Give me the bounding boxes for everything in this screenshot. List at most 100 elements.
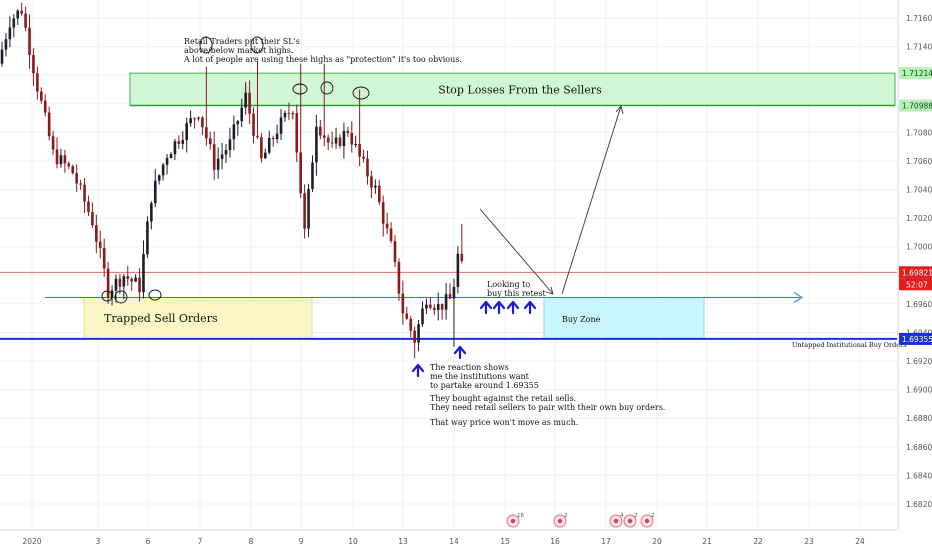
- candle-body[interactable]: [429, 304, 432, 308]
- candle-body[interactable]: [283, 112, 287, 118]
- candle-body[interactable]: [405, 313, 409, 319]
- candle-body[interactable]: [240, 107, 244, 122]
- candle-body[interactable]: [220, 154, 224, 159]
- candle-body[interactable]: [185, 123, 189, 141]
- candle-body[interactable]: [189, 118, 192, 124]
- candle-body[interactable]: [433, 307, 436, 310]
- candle-body[interactable]: [425, 304, 428, 309]
- candle-body[interactable]: [40, 91, 43, 101]
- candle-body[interactable]: [342, 130, 346, 147]
- candle-body[interactable]: [334, 137, 338, 144]
- candle-body[interactable]: [358, 143, 361, 157]
- candle-body[interactable]: [59, 155, 63, 165]
- candle-body[interactable]: [114, 278, 118, 291]
- candle-body[interactable]: [79, 183, 82, 185]
- candle-body[interactable]: [161, 164, 165, 176]
- candle-body[interactable]: [311, 162, 314, 189]
- candle-body[interactable]: [444, 294, 448, 310]
- candle-body[interactable]: [201, 117, 204, 128]
- candle-body[interactable]: [36, 73, 39, 92]
- candle-body[interactable]: [346, 130, 350, 134]
- candle-body[interactable]: [232, 124, 236, 140]
- candle-body[interactable]: [28, 27, 31, 56]
- candle-body[interactable]: [102, 247, 106, 269]
- candle-body[interactable]: [106, 268, 110, 298]
- candle-body[interactable]: [216, 158, 220, 170]
- buy-zone[interactable]: [543, 296, 705, 340]
- candle-body[interactable]: [55, 149, 59, 165]
- candle-body[interactable]: [413, 330, 416, 343]
- candle-body[interactable]: [67, 163, 71, 167]
- candle-body[interactable]: [173, 141, 177, 155]
- candle-body[interactable]: [275, 133, 279, 140]
- candle-body[interactable]: [436, 304, 440, 310]
- candle-body[interactable]: [409, 318, 413, 331]
- candle-body[interactable]: [157, 175, 161, 181]
- candle-body[interactable]: [370, 176, 373, 188]
- candle-body[interactable]: [397, 262, 401, 294]
- candle-body[interactable]: [362, 156, 365, 159]
- candle-body[interactable]: [87, 201, 90, 213]
- candle-body[interactable]: [303, 193, 306, 229]
- candle-body[interactable]: [0, 49, 4, 64]
- candle-body[interactable]: [142, 254, 145, 293]
- candle-body[interactable]: [126, 276, 130, 279]
- candle-body[interactable]: [315, 126, 318, 163]
- candle-body[interactable]: [267, 137, 271, 153]
- candle-body[interactable]: [244, 92, 247, 108]
- candle-body[interactable]: [385, 223, 389, 229]
- candle-body[interactable]: [130, 278, 133, 282]
- candle-body[interactable]: [205, 127, 208, 139]
- candle-body[interactable]: [271, 137, 275, 140]
- candle-body[interactable]: [165, 158, 169, 165]
- candle-body[interactable]: [326, 137, 330, 143]
- candle-body[interactable]: [236, 121, 240, 125]
- candle-body[interactable]: [208, 138, 212, 145]
- candle-body[interactable]: [4, 39, 8, 50]
- candle-body[interactable]: [8, 27, 12, 40]
- candle-body[interactable]: [417, 324, 420, 343]
- candle-body[interactable]: [330, 142, 334, 144]
- candle-body[interactable]: [24, 13, 27, 28]
- candle-body[interactable]: [374, 185, 377, 188]
- candle-body[interactable]: [118, 278, 122, 287]
- candle-body[interactable]: [224, 150, 228, 155]
- candle-body[interactable]: [260, 137, 263, 159]
- candle-body[interactable]: [16, 10, 20, 19]
- candle-body[interactable]: [256, 135, 259, 138]
- candle-body[interactable]: [248, 92, 251, 114]
- candle-body[interactable]: [153, 180, 157, 204]
- candle-body[interactable]: [440, 304, 444, 310]
- candle-body[interactable]: [91, 212, 94, 226]
- candle-body[interactable]: [252, 113, 255, 136]
- candle-body[interactable]: [389, 228, 393, 241]
- candle-body[interactable]: [307, 188, 310, 229]
- candle-body[interactable]: [197, 117, 200, 119]
- price-axis[interactable]: 1.716001.714001.712001.710001.708001.706…: [897, 0, 932, 530]
- candle-body[interactable]: [377, 185, 381, 203]
- candle-body[interactable]: [393, 240, 397, 263]
- candle-body[interactable]: [287, 112, 291, 114]
- candle-body[interactable]: [279, 117, 283, 134]
- candle-body[interactable]: [295, 113, 299, 153]
- candle-body[interactable]: [110, 290, 114, 298]
- candle-body[interactable]: [319, 126, 322, 136]
- candle-body[interactable]: [212, 144, 216, 170]
- candle-body[interactable]: [366, 158, 369, 177]
- candle-body[interactable]: [338, 137, 342, 147]
- candle-body[interactable]: [421, 308, 424, 325]
- candle-body[interactable]: [63, 155, 67, 164]
- candle-body[interactable]: [322, 135, 326, 138]
- candle-body[interactable]: [150, 203, 153, 222]
- candle-body[interactable]: [299, 152, 302, 194]
- candle-body[interactable]: [98, 241, 102, 248]
- candle-body[interactable]: [83, 184, 86, 202]
- candle-body[interactable]: [181, 140, 185, 144]
- candle-body[interactable]: [350, 133, 354, 145]
- candle-body[interactable]: [448, 294, 452, 299]
- candle-body[interactable]: [32, 55, 35, 74]
- candle-body[interactable]: [51, 136, 55, 150]
- candle-body[interactable]: [401, 293, 405, 314]
